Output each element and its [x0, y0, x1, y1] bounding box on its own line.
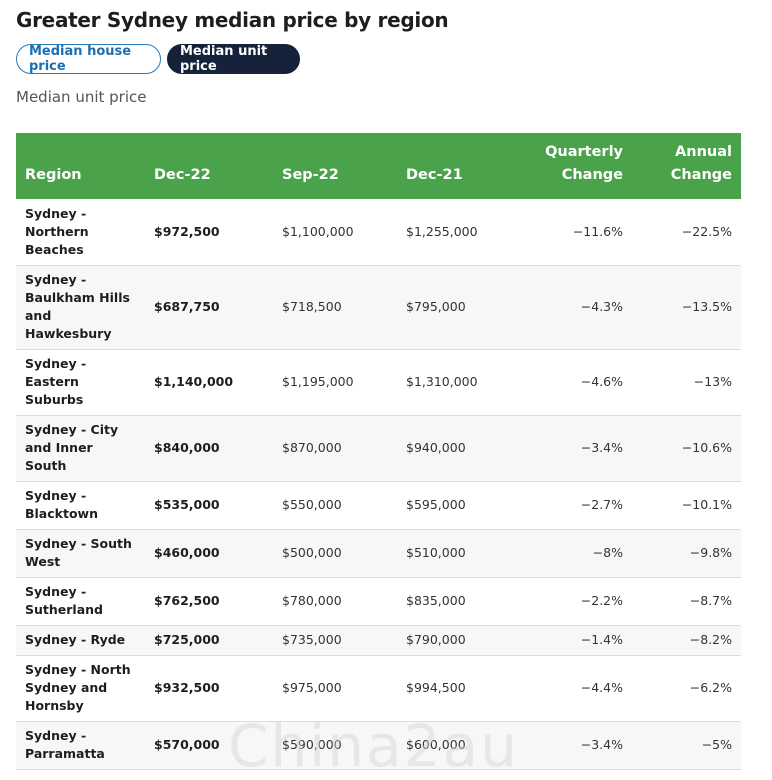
cell-annual-change: −8.7% [689, 593, 732, 608]
page-title: Greater Sydney median price by region [16, 8, 449, 32]
table-row: Sydney - North Sydney and Hornsby $932,50… [16, 655, 741, 721]
table-row: Sydney - Eastern Suburbs $1,140,000 $1,195… [16, 349, 741, 415]
table-body: Sydney - Northern Beaches $972,500 $1,100,… [16, 199, 741, 769]
cell-quarterly-change: −2.2% [580, 593, 623, 608]
cell-sep-22: $735,000 [282, 632, 342, 647]
table-row: Sydney - City and Inner South $840,000 $87… [16, 415, 741, 481]
median-price-table: Region Dec-22 Sep-22 Dec-21 Quarterly Cha… [16, 133, 741, 770]
table-row: Sydney - Parramatta $570,000 $590,000 $600,… [16, 721, 741, 769]
cell-annual-change: −13.5% [681, 299, 732, 314]
cell-annual-change: −9.8% [689, 545, 732, 560]
cell-quarterly-change: −1.4% [580, 632, 623, 647]
column-header-region: Region [25, 167, 82, 183]
cell-annual-change: −10.6% [681, 440, 732, 455]
column-header-dec-21: Dec-21 [406, 167, 463, 183]
cell-dec-22: $460,000 [154, 545, 220, 560]
table-row: Sydney - Baulkham Hills and Hawkesbury $6… [16, 265, 741, 349]
cell-dec-22: $840,000 [154, 440, 220, 455]
median-house-price-button[interactable]: Median house price [16, 44, 161, 74]
cell-annual-change: −8.2% [689, 632, 732, 647]
cell-quarterly-change: −3.4% [580, 737, 623, 752]
cell-quarterly-change: −4.6% [580, 374, 623, 389]
cell-region: Sydney - City and Inner South [25, 422, 119, 473]
cell-dec-22: $972,500 [154, 223, 220, 239]
cell-region: Sydney - Eastern Suburbs [25, 356, 87, 407]
cell-dec-21: $510,000 [406, 545, 466, 560]
cell-dec-22: $932,500 [154, 680, 220, 695]
cell-annual-change: −6.2% [689, 680, 732, 695]
cell-sep-22: $590,000 [282, 737, 342, 752]
cell-dec-21: $1,310,000 [406, 374, 478, 389]
cell-dec-21: $835,000 [406, 593, 466, 608]
cell-annual-change: −5% [701, 737, 732, 752]
cell-dec-21: $595,000 [406, 497, 466, 512]
cell-region: Sydney - Northern Beaches [25, 205, 89, 257]
cell-dec-21: $994,500 [406, 680, 466, 695]
cell-dec-22: $762,500 [154, 593, 220, 608]
cell-dec-21: $790,000 [406, 632, 466, 647]
cell-sep-22: $718,500 [282, 299, 342, 314]
cell-dec-22: $570,000 [154, 737, 220, 752]
cell-region: Sydney - Parramatta [25, 728, 105, 761]
cell-sep-22: $870,000 [282, 440, 342, 455]
column-header-annual-line2: Change [670, 167, 732, 183]
price-type-toggle: Median house price Median unit price [16, 44, 300, 74]
cell-region: Sydney - Blacktown [25, 488, 98, 521]
cell-quarterly-change: −4.3% [580, 299, 623, 314]
column-header-quarterly-line1: Quarterly [545, 144, 623, 160]
column-header-annual-change: Annual Change [632, 133, 741, 199]
cell-annual-change: −10.1% [681, 497, 732, 512]
column-header-quarterly-change: Quarterly Change [521, 133, 632, 199]
column-header-quarterly-line2: Change [561, 167, 623, 183]
cell-region: Sydney - North Sydney and Hornsby [25, 662, 131, 713]
cell-dec-22: $725,000 [154, 632, 220, 647]
cell-region: Sydney - South West [25, 536, 132, 569]
cell-quarterly-change: −3.4% [580, 440, 623, 455]
cell-annual-change: −22.5% [681, 223, 732, 239]
cell-sep-22: $1,195,000 [282, 374, 354, 389]
cell-dec-21: $795,000 [406, 299, 466, 314]
table-row: Sydney - Northern Beaches $972,500 $1,100,… [16, 199, 741, 265]
cell-annual-change: −13% [693, 374, 732, 389]
cell-dec-21: $600,000 [406, 737, 466, 752]
table-header-row: Region Dec-22 Sep-22 Dec-21 Quarterly Cha… [16, 133, 741, 199]
median-unit-price-button[interactable]: Median unit price [167, 44, 300, 74]
cell-region: Sydney - Ryde [25, 632, 126, 647]
cell-dec-21: $1,255,000 [406, 223, 478, 239]
cell-dec-22: $1,140,000 [154, 374, 234, 389]
table-row: Sydney - Ryde $725,000 $735,000 $790,000 −1.… [16, 625, 741, 655]
cell-quarterly-change: −8% [592, 545, 623, 560]
cell-sep-22: $975,000 [282, 680, 342, 695]
cell-quarterly-change: −4.4% [580, 680, 623, 695]
cell-quarterly-change: −2.7% [580, 497, 623, 512]
cell-region: Sydney - Sutherland [25, 584, 103, 617]
column-header-annual-line1: Annual [675, 144, 732, 160]
cell-sep-22: $780,000 [282, 593, 342, 608]
cell-dec-22: $687,750 [154, 299, 220, 314]
cell-dec-21: $940,000 [406, 440, 466, 455]
table-subtitle: Median unit price [16, 88, 147, 106]
table-row: Sydney - South West $460,000 $500,000 $510,… [16, 529, 741, 577]
cell-sep-22: $500,000 [282, 545, 342, 560]
cell-dec-22: $535,000 [154, 497, 220, 512]
column-header-sep-22: Sep-22 [282, 167, 339, 183]
cell-region: Sydney - Baulkham Hills and Hawkesbury [25, 272, 130, 341]
cell-sep-22: $550,000 [282, 497, 342, 512]
cell-sep-22: $1,100,000 [282, 223, 354, 239]
cell-quarterly-change: −11.6% [572, 223, 623, 239]
table-row: Sydney - Sutherland $762,500 $780,000 $835,… [16, 577, 741, 625]
column-header-dec-22: Dec-22 [154, 167, 211, 183]
table-row: Sydney - Blacktown $535,000 $550,000 $595,0… [16, 481, 741, 529]
